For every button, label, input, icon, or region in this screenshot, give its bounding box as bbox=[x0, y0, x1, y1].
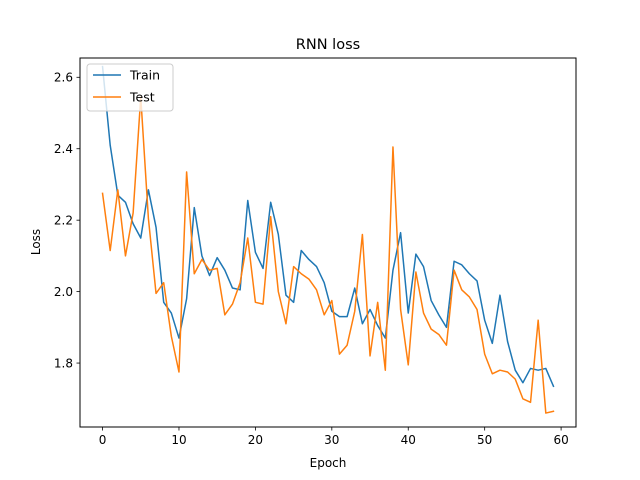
plot-frame bbox=[79, 57, 577, 428]
legend-label-train: Train bbox=[129, 68, 160, 83]
series-line-train bbox=[101, 65, 555, 388]
x-tick-label: 10 bbox=[171, 433, 186, 447]
legend: Train Test bbox=[86, 63, 174, 112]
y-tick-label: 2.2 bbox=[54, 213, 73, 227]
y-tick-label: 2.4 bbox=[54, 142, 73, 156]
x-tick-label: 0 bbox=[99, 433, 107, 447]
x-tick-label: 20 bbox=[248, 433, 263, 447]
x-tick-label: 30 bbox=[324, 433, 339, 447]
series-line-test bbox=[101, 96, 555, 414]
x-axis: 0 10 20 30 40 50 60 bbox=[99, 427, 569, 447]
y-tick-label: 1.8 bbox=[54, 356, 73, 370]
chart-title: RNN loss bbox=[296, 37, 360, 53]
x-axis-label: Epoch bbox=[310, 456, 347, 470]
legend-label-test: Test bbox=[129, 90, 155, 105]
y-tick-label: 2.6 bbox=[54, 71, 73, 85]
y-axis-label: Loss bbox=[29, 229, 43, 255]
series-layer bbox=[101, 65, 555, 414]
y-tick-label: 2.0 bbox=[54, 285, 73, 299]
x-tick-label: 60 bbox=[553, 433, 568, 447]
plot-area bbox=[79, 57, 577, 428]
y-axis: 1.8 2.0 2.2 2.4 2.6 bbox=[54, 71, 80, 370]
x-tick-label: 40 bbox=[401, 433, 416, 447]
x-tick-label: 50 bbox=[477, 433, 492, 447]
